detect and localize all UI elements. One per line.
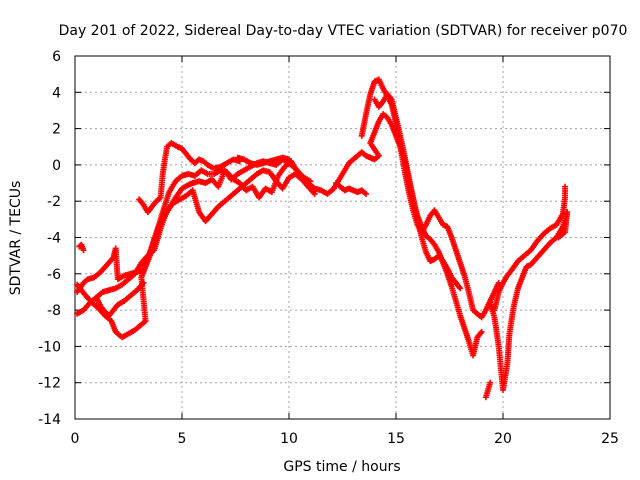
- data-point: [562, 183, 569, 190]
- x-tick-label: 25: [601, 431, 619, 447]
- data-point: [487, 379, 494, 386]
- x-tick-label: 15: [387, 431, 405, 447]
- y-axis-label: SDTVAR / TECUs: [8, 181, 24, 296]
- x-tick-label: 20: [494, 431, 512, 447]
- x-tick-label: 10: [280, 431, 298, 447]
- chart-title: Day 201 of 2022, Sidereal Day-to-day VTE…: [59, 23, 628, 39]
- y-tick-label: -10: [38, 339, 61, 355]
- data-point: [140, 279, 147, 286]
- axis-ticks: 0 5 10 15 20 25 -14 -12 -10 -8 -6 -4 -2 0 2 4 6: [38, 49, 619, 447]
- data-point: [457, 285, 464, 292]
- data-point: [555, 234, 562, 241]
- data-points: [74, 76, 571, 401]
- y-tick-label: 6: [52, 49, 61, 65]
- y-tick-label: 4: [52, 85, 61, 101]
- x-axis-label: GPS time / hours: [283, 459, 400, 475]
- y-tick-label: 0: [52, 158, 61, 174]
- data-point: [311, 190, 318, 197]
- y-tick-label: -4: [47, 231, 61, 247]
- data-point: [80, 247, 87, 254]
- y-tick-label: -6: [47, 267, 61, 283]
- y-tick-label: -8: [47, 303, 61, 319]
- y-tick-label: -12: [38, 376, 61, 392]
- x-tick-label: 5: [178, 431, 187, 447]
- y-tick-label: -14: [38, 412, 61, 428]
- y-tick-label: 2: [52, 122, 61, 138]
- y-tick-label: -2: [47, 194, 61, 210]
- data-point: [363, 190, 370, 197]
- data-point: [478, 328, 485, 335]
- x-tick-label: 0: [71, 431, 80, 447]
